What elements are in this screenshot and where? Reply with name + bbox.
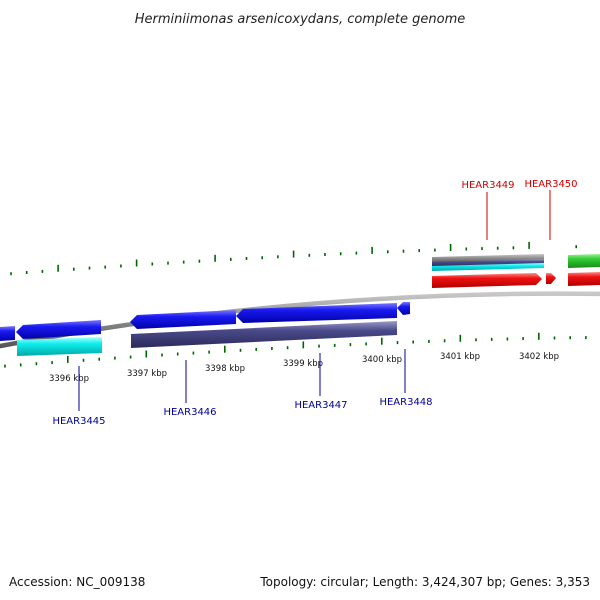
accession-text: Accession: NC_009138 [9,575,145,589]
tick-labels: 3396 kbp 3397 kbp 3398 kbp 3399 kbp 3400… [49,352,559,384]
genome-summary-text: Topology: circular; Length: 3,424,307 bp… [259,575,590,589]
cds-hear3446[interactable] [130,310,236,329]
cds-hear3449-cyan[interactable] [432,263,544,271]
cds-hear3449[interactable] [432,273,542,288]
reverse-gene-labels: HEAR3445 HEAR3446 HEAR3447 HEAR3448 [52,349,433,427]
gene-label-hear3448[interactable]: HEAR3448 [379,397,432,408]
cds-slate-bar[interactable] [131,321,397,348]
forward-track [432,254,600,288]
cds-cyan-left[interactable] [17,337,102,356]
gene-label-hear3447[interactable]: HEAR3447 [294,400,347,411]
tick-label: 3396 kbp [49,374,89,384]
cds-hear3447[interactable] [236,303,397,323]
gene-label-hear3450[interactable]: HEAR3450 [524,179,577,190]
forward-gene-labels: HEAR3449 HEAR3450 [461,179,578,240]
tick-label: 3398 kbp [205,364,245,374]
tick-label: 3401 kbp [440,352,480,362]
gene-label-hear3446[interactable]: HEAR3446 [163,407,216,418]
cds-hear3448[interactable] [397,302,410,315]
cds-green-right[interactable] [568,254,600,268]
upper-tick-row [10,241,578,276]
cds-hear3450[interactable] [546,273,556,284]
tick-label: 3400 kbp [362,355,402,365]
gene-label-hear3449[interactable]: HEAR3449 [461,180,514,191]
reverse-track [0,302,410,356]
tick-label: 3397 kbp [127,369,167,379]
cds-hear3445[interactable] [16,320,101,339]
map-title: Herminiimonas arsenicoxydans, complete g… [135,12,465,27]
cds-left-edge[interactable] [0,326,15,341]
tick-label: 3402 kbp [519,352,559,362]
cds-red-right[interactable] [568,272,600,286]
gene-label-hear3445[interactable]: HEAR3445 [52,416,105,427]
lower-tick-row [4,332,587,368]
cds-hear3449-slate[interactable] [432,259,544,267]
tick-label: 3399 kbp [283,359,323,369]
